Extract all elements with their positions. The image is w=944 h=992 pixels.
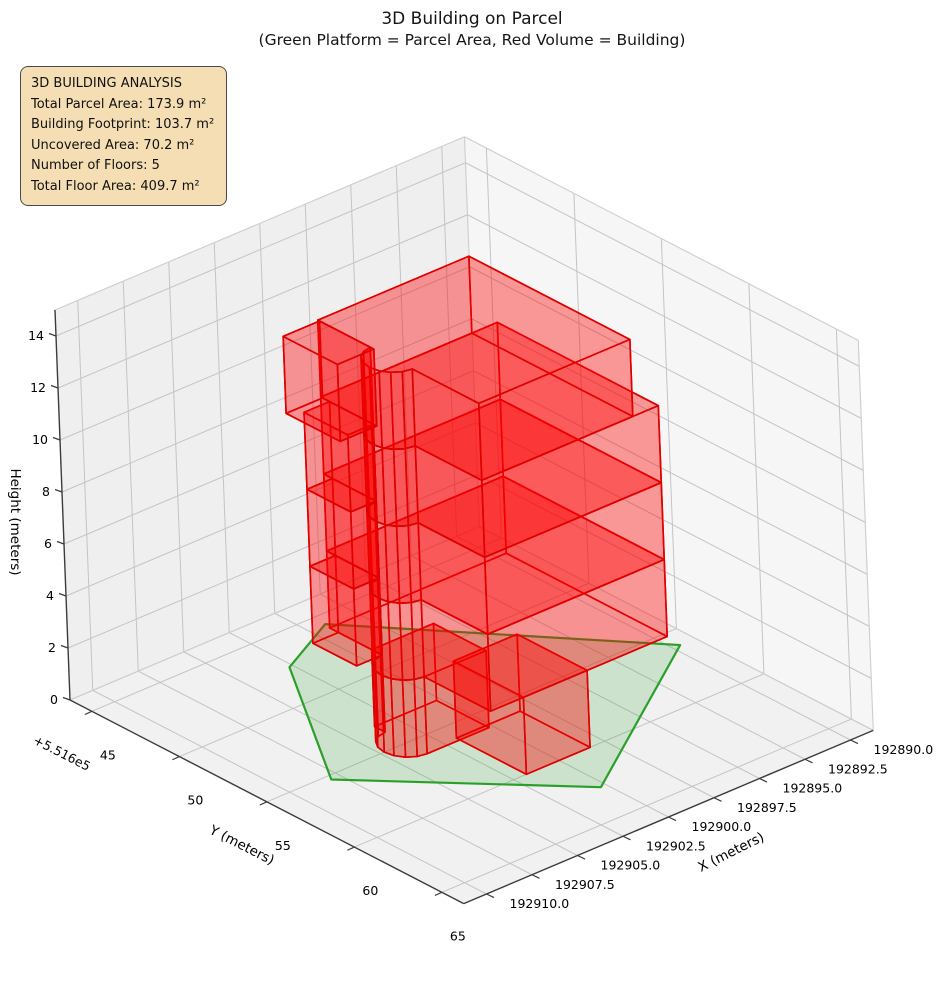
analysis-line-floors: Number of Floors: 5 (31, 158, 160, 173)
svg-text:45: 45 (100, 747, 116, 762)
analysis-line-uncovered: Uncovered Area: 70.2 m² (31, 137, 195, 153)
svg-text:50: 50 (187, 793, 203, 808)
chart-title-line1: 3D Building on Parcel (381, 9, 563, 29)
svg-text:192895.0: 192895.0 (783, 781, 843, 796)
svg-text:10: 10 (32, 432, 48, 447)
svg-text:Y (meters): Y (meters) (206, 822, 277, 869)
svg-text:8: 8 (42, 484, 50, 499)
svg-text:192910.0: 192910.0 (510, 896, 570, 911)
svg-text:2: 2 (48, 640, 56, 655)
svg-text:55: 55 (275, 838, 291, 853)
building-volume (282, 255, 668, 776)
analysis-line-floor-area: Total Floor Area: 409.7 m² (31, 178, 200, 194)
axes: 0 2 4 6 8 10 12 14 45 50 55 60 65 192890.0 192892.5 192… (28, 309, 934, 943)
analysis-line-parcel-area: Total Parcel Area: 173.9 m² (31, 96, 207, 112)
svg-text:192892.5: 192892.5 (828, 761, 888, 776)
svg-text:192905.0: 192905.0 (601, 858, 661, 873)
analysis-box: 3D BUILDING ANALYSIS Total Parcel Area: … (20, 66, 228, 206)
svg-text:192907.5: 192907.5 (555, 877, 615, 892)
svg-text:Height (meters): Height (meters) (7, 468, 23, 575)
svg-text:65: 65 (450, 928, 466, 943)
chart-title: 3D Building on Parcel (Green Platform = … (0, 8, 944, 51)
svg-text:12: 12 (30, 380, 46, 395)
svg-text:6: 6 (44, 536, 52, 551)
chart-title-line2: (Green Platform = Parcel Area, Red Volum… (258, 31, 686, 50)
svg-text:X (meters): X (meters) (696, 829, 767, 875)
svg-text:192902.5: 192902.5 (646, 838, 706, 853)
svg-text:60: 60 (362, 883, 378, 898)
svg-text:4: 4 (46, 588, 54, 603)
parcel-platform (288, 622, 682, 789)
svg-text:+5.516e5: +5.516e5 (31, 732, 93, 773)
svg-text:0: 0 (50, 692, 58, 707)
analysis-line-footprint: Building Footprint: 103.7 m² (31, 117, 215, 132)
svg-text:192897.5: 192897.5 (737, 800, 797, 815)
svg-text:192900.0: 192900.0 (692, 819, 752, 834)
svg-text:192890.0: 192890.0 (874, 742, 934, 757)
svg-text:14: 14 (28, 328, 44, 343)
analysis-line-heading: 3D BUILDING ANALYSIS (31, 76, 183, 91)
